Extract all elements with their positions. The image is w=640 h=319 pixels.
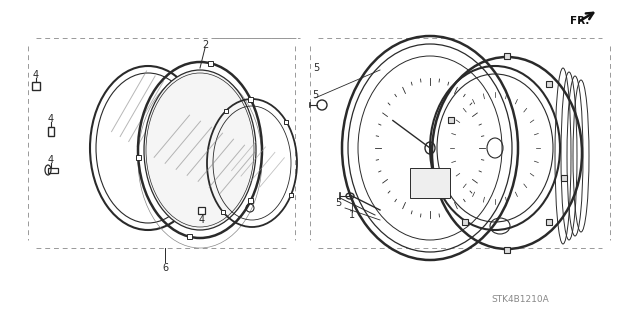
Bar (561, 175, 567, 181)
Bar (224, 108, 228, 113)
Bar (284, 120, 289, 124)
Text: 4: 4 (199, 215, 205, 225)
Text: FR.: FR. (570, 16, 589, 26)
Bar (546, 81, 552, 87)
Bar (410, 168, 450, 198)
Bar (198, 207, 205, 214)
Bar (48, 168, 58, 173)
Text: 4: 4 (48, 114, 54, 124)
Text: STK4B1210A: STK4B1210A (491, 295, 549, 305)
Bar (208, 61, 213, 66)
Text: 1: 1 (349, 210, 355, 220)
Bar (248, 198, 253, 203)
Bar (546, 219, 552, 225)
Bar (187, 234, 192, 239)
Text: 5: 5 (312, 90, 318, 100)
Bar (248, 97, 253, 102)
Text: 6: 6 (162, 263, 168, 273)
Text: 5: 5 (313, 63, 319, 73)
Ellipse shape (144, 70, 256, 230)
Text: 5: 5 (335, 198, 341, 208)
Text: 4: 4 (33, 70, 39, 80)
Bar (289, 193, 293, 197)
Bar (462, 219, 468, 225)
Bar (32, 82, 40, 90)
Bar (448, 117, 454, 123)
Bar (48, 127, 54, 136)
Bar (504, 53, 510, 59)
Text: 4: 4 (48, 155, 54, 165)
Text: 2: 2 (202, 40, 208, 50)
Bar (221, 210, 225, 214)
Bar (136, 155, 141, 160)
Bar (504, 247, 510, 253)
